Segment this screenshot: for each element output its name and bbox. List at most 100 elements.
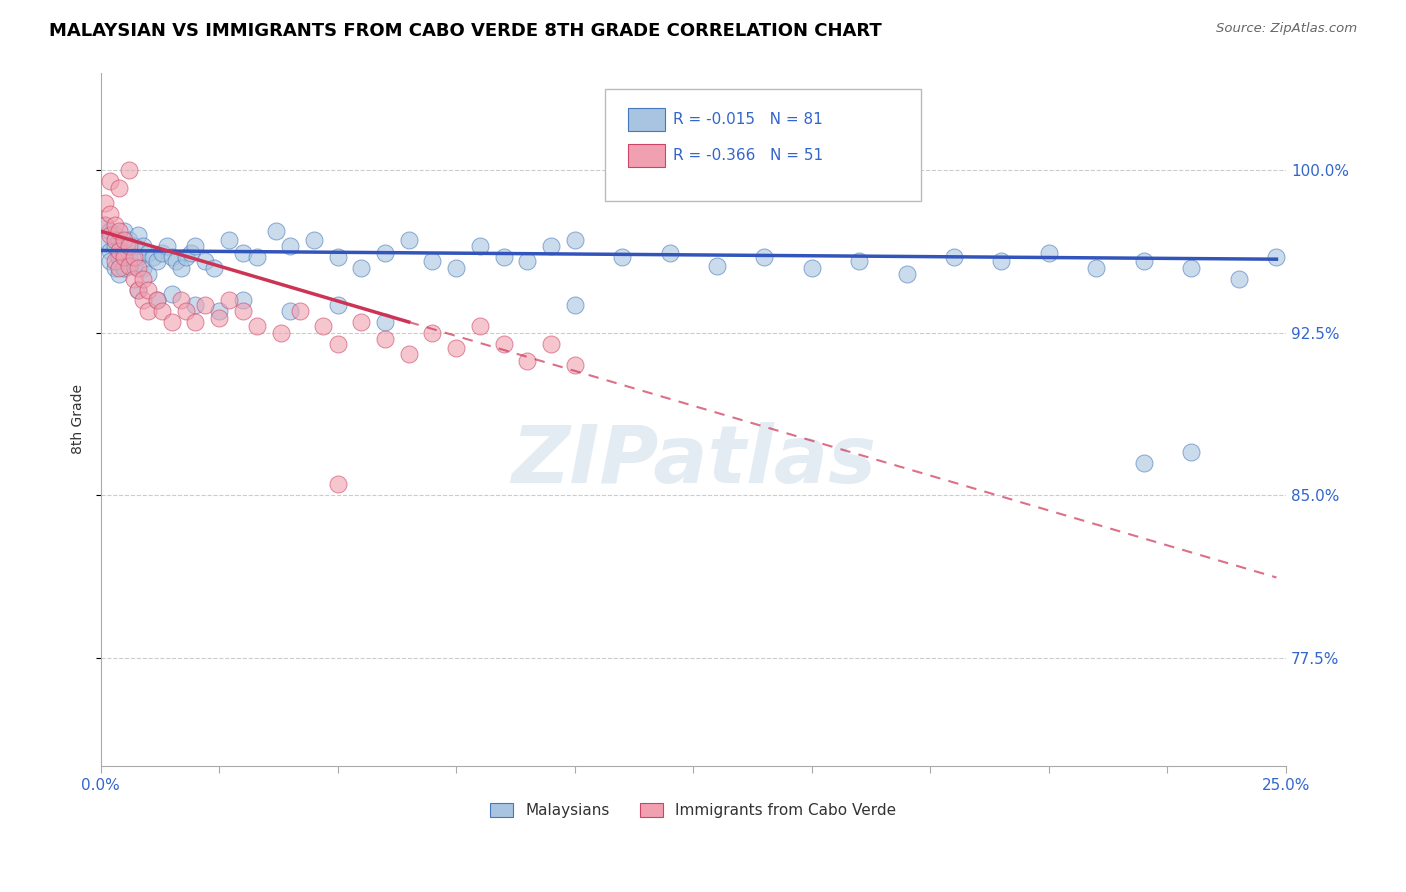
Point bbox=[127, 250, 149, 264]
Point bbox=[516, 354, 538, 368]
Point bbox=[398, 347, 420, 361]
Point bbox=[142, 250, 165, 264]
Point bbox=[232, 245, 254, 260]
Point bbox=[374, 315, 396, 329]
Point bbox=[350, 315, 373, 329]
Point bbox=[278, 304, 301, 318]
Point bbox=[118, 259, 141, 273]
Point bbox=[350, 260, 373, 275]
Point bbox=[108, 250, 131, 264]
Text: R = -0.015   N = 81: R = -0.015 N = 81 bbox=[673, 112, 824, 127]
Point bbox=[118, 163, 141, 178]
Point bbox=[492, 336, 515, 351]
Point bbox=[132, 260, 155, 275]
Point bbox=[468, 319, 491, 334]
Point bbox=[848, 254, 870, 268]
Point bbox=[896, 268, 918, 282]
Point bbox=[374, 332, 396, 346]
Y-axis label: 8th Grade: 8th Grade bbox=[72, 384, 86, 454]
Point bbox=[160, 286, 183, 301]
Point bbox=[136, 268, 159, 282]
Point bbox=[194, 298, 217, 312]
Point bbox=[564, 233, 586, 247]
Point bbox=[278, 239, 301, 253]
Point bbox=[146, 293, 169, 308]
Point bbox=[326, 250, 349, 264]
Point bbox=[132, 271, 155, 285]
Point bbox=[1180, 260, 1202, 275]
Point bbox=[98, 207, 121, 221]
Point bbox=[1132, 456, 1154, 470]
Point bbox=[232, 293, 254, 308]
Point bbox=[180, 245, 202, 260]
Point bbox=[94, 195, 117, 210]
Point bbox=[112, 233, 135, 247]
Point bbox=[202, 260, 225, 275]
Point bbox=[127, 260, 149, 275]
Point bbox=[122, 250, 145, 264]
Point bbox=[112, 250, 135, 264]
Point bbox=[326, 298, 349, 312]
Point bbox=[104, 228, 127, 243]
Point bbox=[288, 304, 311, 318]
Point bbox=[118, 250, 141, 264]
Point bbox=[374, 245, 396, 260]
Point bbox=[118, 233, 141, 247]
Point bbox=[184, 298, 207, 312]
Point bbox=[98, 244, 121, 258]
Text: R = -0.366   N = 51: R = -0.366 N = 51 bbox=[673, 148, 824, 162]
Point bbox=[564, 298, 586, 312]
Point bbox=[444, 260, 467, 275]
Point bbox=[302, 233, 325, 247]
Point bbox=[98, 224, 121, 238]
Point bbox=[208, 310, 231, 325]
Point bbox=[127, 283, 149, 297]
Point bbox=[94, 233, 117, 247]
Point bbox=[122, 271, 145, 285]
Point bbox=[104, 239, 127, 253]
Point bbox=[1132, 254, 1154, 268]
Point bbox=[1085, 260, 1108, 275]
Point bbox=[98, 254, 121, 268]
Point bbox=[218, 293, 240, 308]
Point bbox=[264, 224, 287, 238]
Text: ZIPatlas: ZIPatlas bbox=[510, 422, 876, 500]
Point bbox=[184, 315, 207, 329]
Point bbox=[1265, 250, 1288, 264]
Point bbox=[136, 304, 159, 318]
Point bbox=[516, 254, 538, 268]
Point bbox=[94, 218, 117, 232]
Point bbox=[170, 260, 193, 275]
Point bbox=[1038, 245, 1060, 260]
Text: Source: ZipAtlas.com: Source: ZipAtlas.com bbox=[1216, 22, 1357, 36]
Point bbox=[208, 304, 231, 318]
Point bbox=[422, 254, 444, 268]
Point bbox=[108, 233, 131, 247]
Point bbox=[194, 254, 217, 268]
Point bbox=[174, 304, 197, 318]
Point bbox=[108, 244, 131, 258]
Point bbox=[94, 218, 117, 232]
Point bbox=[246, 319, 269, 334]
Legend: Malaysians, Immigrants from Cabo Verde: Malaysians, Immigrants from Cabo Verde bbox=[484, 797, 903, 824]
Point bbox=[1227, 271, 1250, 285]
Point bbox=[1180, 445, 1202, 459]
Point bbox=[658, 245, 681, 260]
Point bbox=[160, 315, 183, 329]
Point bbox=[108, 268, 131, 282]
Point bbox=[108, 260, 131, 275]
Point bbox=[610, 250, 633, 264]
Point bbox=[540, 239, 562, 253]
Point bbox=[174, 250, 197, 264]
Point bbox=[540, 336, 562, 351]
Point bbox=[232, 304, 254, 318]
Point bbox=[444, 341, 467, 355]
Point bbox=[398, 233, 420, 247]
Point bbox=[422, 326, 444, 340]
Point bbox=[800, 260, 823, 275]
Point bbox=[108, 224, 131, 238]
Point bbox=[122, 259, 145, 273]
Point bbox=[326, 336, 349, 351]
Point bbox=[270, 326, 292, 340]
Point bbox=[146, 293, 169, 308]
